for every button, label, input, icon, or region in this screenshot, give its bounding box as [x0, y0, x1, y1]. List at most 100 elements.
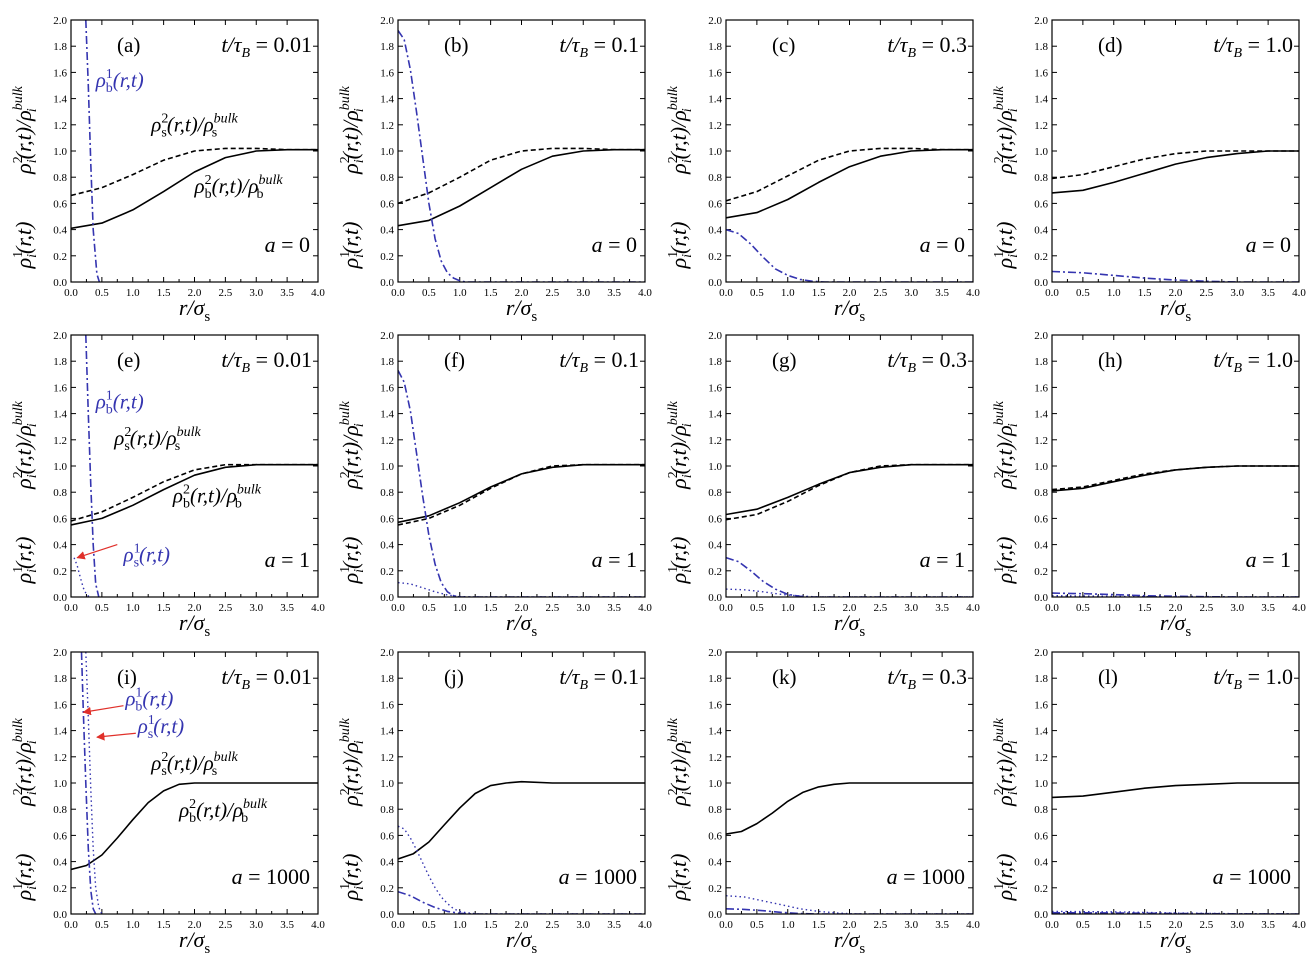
y-tick-label: 0.0 — [53, 909, 67, 921]
x-axis-label: r/σs — [506, 927, 538, 957]
y-axis-label-top: ρ2i(r,t)/ρbulki — [11, 717, 40, 806]
y-tick-label: 1.8 — [708, 41, 722, 53]
y-axis-label-bottom: ρ1i(r,t) — [11, 222, 40, 270]
x-tick-label: 0.0 — [391, 287, 405, 299]
annotation-s2: ρ2 s(r,t)/ρbulk s — [150, 750, 238, 779]
plot-frame — [397, 19, 646, 283]
y-tick-label: 1.0 — [708, 146, 722, 158]
x-tick-label: 4.0 — [966, 602, 980, 614]
x-tick-label: 4.0 — [966, 919, 980, 931]
series-dotted-line — [1052, 910, 1299, 914]
y-tick-label: 0.2 — [380, 251, 394, 263]
y-tick-label: 1.8 — [1034, 41, 1048, 53]
y-tick-label: 1.8 — [53, 41, 67, 53]
x-tick-label: 3.0 — [576, 919, 590, 931]
plot-frame — [70, 334, 319, 598]
annotation-s2: ρ2 s(r,t)/ρbulk s — [113, 425, 201, 454]
y-tick-label: 1.0 — [53, 146, 67, 158]
y-tick-label: 1.0 — [53, 778, 67, 790]
param-label: a = 1 — [592, 547, 637, 572]
y-tick-label: 0.8 — [380, 487, 394, 499]
y-tick-label: 2.0 — [53, 647, 67, 659]
x-tick-label: 1.0 — [453, 287, 467, 299]
series-dashed-line — [1052, 150, 1299, 180]
y-tick-label: 1.6 — [380, 382, 394, 394]
y-axis-label-top: ρ2i(r,t)/ρbulki — [992, 85, 1021, 174]
param-label: a = 1000 — [559, 864, 637, 889]
time-label: t/τB = 0.3 — [887, 664, 967, 693]
y-tick-label: 0.0 — [1034, 277, 1048, 289]
y-tick-label: 0.4 — [380, 857, 394, 869]
y-tick-label: 2.0 — [53, 330, 67, 342]
y-tick-label: 0.0 — [708, 592, 722, 604]
panel-a: 0.0 0.5 1.0 1.5 2.0 2.5 3.0 3.5 4.0 0.0 0.2 0.4 0.6 0… — [11, 15, 325, 325]
panel-k: 0.0 0.5 1.0 1.5 2.0 2.5 3.0 3.5 4.0 0.0 0.2 0.4 0.6 0… — [666, 647, 980, 957]
y-tick-label: 1.2 — [1034, 120, 1048, 132]
x-tick-label: 0.5 — [1076, 602, 1090, 614]
y-tick-label: 0.2 — [380, 566, 394, 578]
series-dashed-line — [398, 147, 645, 205]
y-tick-label: 2.0 — [380, 330, 394, 342]
annotation-s1: ρ1 s(r,t) — [122, 542, 169, 571]
y-tick-label: 1.6 — [708, 67, 722, 79]
y-tick-label: 1.4 — [1034, 409, 1048, 421]
x-tick-label: 3.5 — [1261, 602, 1275, 614]
x-tick-label: 1.5 — [484, 919, 498, 931]
y-tick-label: 1.2 — [708, 120, 722, 132]
x-axis-label: r/σs — [834, 295, 866, 325]
y-tick-label: 0.0 — [380, 909, 394, 921]
param-label: a = 1 — [1246, 547, 1291, 572]
x-tick-label: 2.5 — [546, 919, 560, 931]
plot-frame — [725, 334, 974, 598]
series-dashdot-line — [85, 335, 100, 597]
y-tick-label: 0.6 — [380, 198, 394, 210]
x-tick-label: 0.0 — [64, 919, 78, 931]
annotation-b2: ρ2 b(r,t)/ρbulk b — [178, 797, 268, 826]
x-tick-label: 1.5 — [812, 287, 826, 299]
y-tick-label: 0.0 — [1034, 592, 1048, 604]
y-tick-label: 1.2 — [53, 752, 67, 764]
y-tick-label: 1.0 — [380, 778, 394, 790]
x-tick-label: 3.0 — [249, 602, 263, 614]
y-tick-label: 1.0 — [708, 461, 722, 473]
y-tick-label: 0.6 — [708, 513, 722, 525]
y-tick-label: 1.4 — [708, 94, 722, 106]
y-tick-label: 0.6 — [53, 830, 67, 842]
y-tick-label: 1.8 — [708, 673, 722, 685]
y-tick-label: 1.4 — [53, 409, 67, 421]
series-dashdot-line — [80, 652, 97, 914]
annotation-b1: ρ1 b(r,t) — [124, 686, 173, 715]
x-axis-label: r/σs — [834, 610, 866, 640]
y-tick-label: 1.4 — [53, 94, 67, 106]
series-group — [398, 370, 645, 597]
x-tick-label: 2.0 — [843, 287, 857, 299]
x-tick-label: 3.5 — [280, 919, 294, 931]
y-tick-label: 0.4 — [1034, 857, 1048, 869]
panel-tag: (b) — [444, 33, 469, 57]
y-tick-label: 1.6 — [380, 699, 394, 711]
y-tick-label: 1.2 — [53, 435, 67, 447]
x-tick-label: 3.5 — [280, 602, 294, 614]
x-tick-label: 3.0 — [904, 602, 918, 614]
panel-j: 0.0 0.5 1.0 1.5 2.0 2.5 3.0 3.5 4.0 0.0 0.2 0.4 0.6 0… — [338, 647, 652, 957]
series-dotted-line — [726, 588, 973, 597]
x-tick-label: 3.5 — [607, 919, 621, 931]
y-tick-label: 0.0 — [708, 277, 722, 289]
x-tick-label: 2.0 — [843, 919, 857, 931]
y-tick-label: 2.0 — [1034, 15, 1048, 27]
y-tick-label: 0.8 — [708, 487, 722, 499]
series-dashdot-line — [85, 20, 101, 282]
y-tick-label: 0.6 — [708, 830, 722, 842]
x-tick-label: 4.0 — [311, 287, 325, 299]
y-tick-label: 1.6 — [708, 699, 722, 711]
series-solid-line — [726, 148, 973, 219]
y-tick-label: 2.0 — [708, 647, 722, 659]
plot-frame — [1051, 19, 1300, 283]
x-tick-label: 2.5 — [1200, 919, 1214, 931]
x-axis-label: r/σs — [506, 295, 538, 325]
x-tick-label: 3.5 — [935, 602, 949, 614]
y-tick-label: 2.0 — [1034, 647, 1048, 659]
y-tick-label: 0.2 — [1034, 883, 1048, 895]
y-tick-label: 0.0 — [380, 277, 394, 289]
